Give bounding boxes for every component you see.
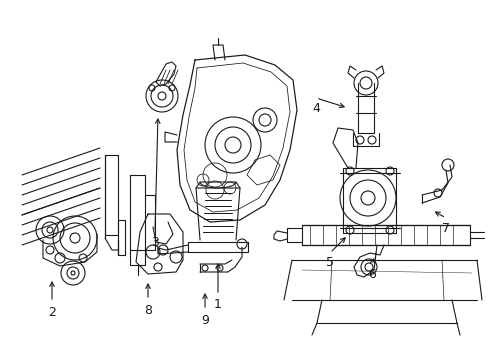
Text: 1: 1	[214, 298, 222, 311]
Text: 8: 8	[143, 303, 152, 316]
Text: 2: 2	[48, 306, 56, 319]
Text: 3: 3	[151, 235, 159, 248]
Text: 7: 7	[441, 221, 449, 234]
Text: 4: 4	[311, 102, 319, 114]
Text: 9: 9	[201, 314, 208, 327]
Text: 5: 5	[325, 256, 333, 270]
Text: 6: 6	[367, 269, 375, 282]
